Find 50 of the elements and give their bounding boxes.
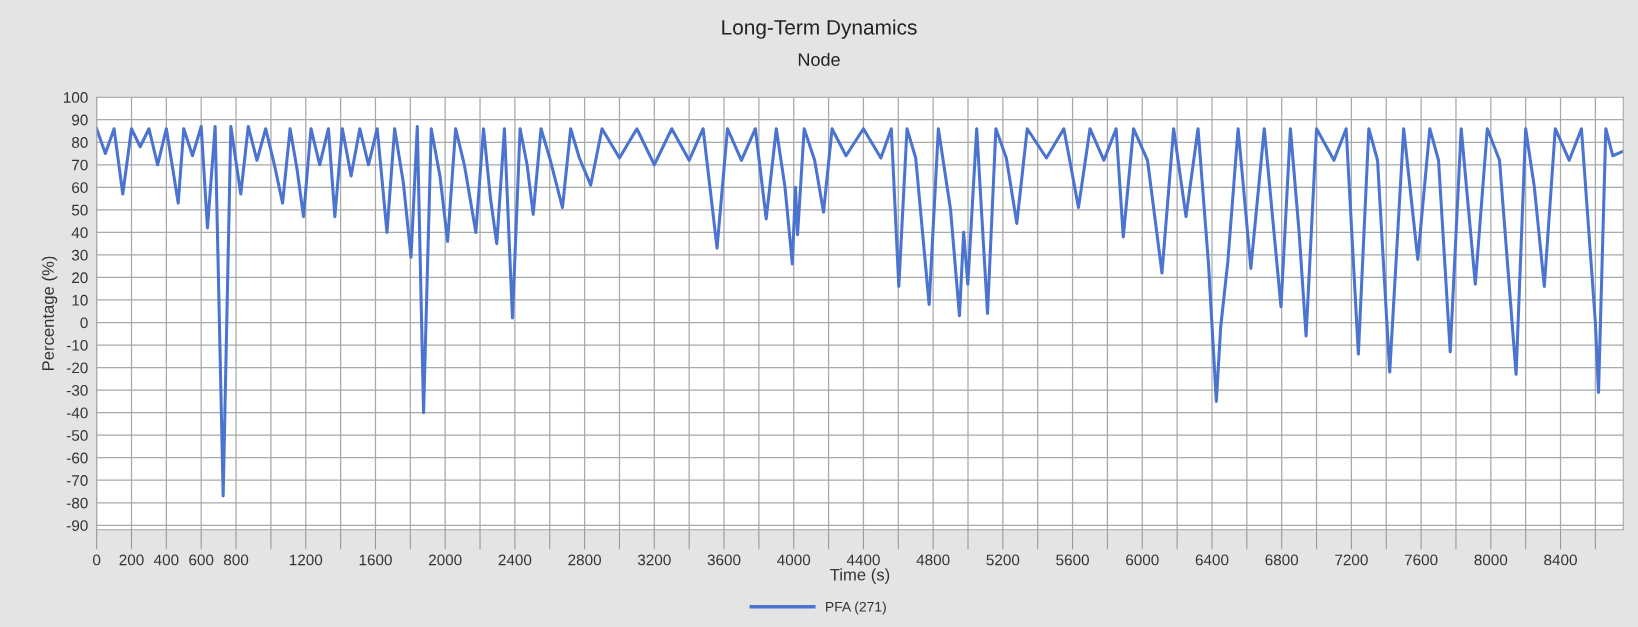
y-tick-label: -80 [66,497,88,509]
chart-subtitle: Node [798,52,840,67]
x-tick-label: 800 [223,554,249,566]
x-axis-title: Time (s) [830,568,890,584]
x-tick-label: 1200 [289,554,323,566]
x-tick-label: 2800 [568,554,601,566]
chart-title: Long-Term Dynamics [722,19,917,39]
x-tick-label: 6400 [1195,554,1229,566]
x-tick-label: 7600 [1404,554,1438,566]
x-tick-label: 6000 [1126,554,1159,566]
y-tick-label: 100 [63,92,88,103]
line-series [96,124,1624,498]
y-tick-label: 10 [72,294,88,306]
y-tick-label: 0 [80,317,88,329]
x-tick-label: 600 [189,554,214,566]
x-tick-label: 2000 [428,554,462,566]
x-tick-label: 8000 [1474,554,1508,566]
y-tick-label: -70 [66,475,88,486]
y-tick-label: -30 [66,384,88,396]
x-tick-label: 200 [119,554,144,566]
y-axis-title: Percentage (%) [41,256,58,371]
y-tick-label: 60 [72,182,88,193]
x-tick-label: 5600 [1056,554,1089,566]
legend-label: PFA (271) [826,601,886,615]
y-tick-label: 80 [71,137,88,148]
y-tick-label: -60 [66,452,88,464]
y-tick-label: 90 [72,114,88,126]
y-tick-label: -50 [66,430,88,441]
y-tick-label: -40 [66,407,88,419]
x-tick-label: 400 [153,554,179,566]
y-tick-label: 50 [71,204,88,216]
x-tick-label: 4400 [846,554,880,566]
y-tick-label: -10 [66,339,88,351]
x-tick-label: 3200 [637,554,671,566]
x-tick-label: 2400 [498,554,532,566]
x-tick-label: 6800 [1265,554,1299,566]
y-tick-label: 30 [71,249,88,261]
x-tick-label: 4000 [777,554,811,566]
y-tick-label: 20 [72,272,88,284]
x-tick-label: 4800 [916,554,950,566]
x-tick-label: 1600 [359,554,392,566]
y-tick-label: -90 [66,520,88,531]
y-tick-label: -20 [66,362,88,374]
x-tick-label: 3600 [707,554,741,566]
y-tick-label: 40 [71,227,88,239]
y-tick-label: 70 [72,159,88,171]
x-tick-label: 5200 [986,554,1020,566]
x-tick-label: 7200 [1335,554,1368,566]
x-tick-label: 8400 [1544,554,1577,566]
x-tick-label: 0 [92,554,101,566]
